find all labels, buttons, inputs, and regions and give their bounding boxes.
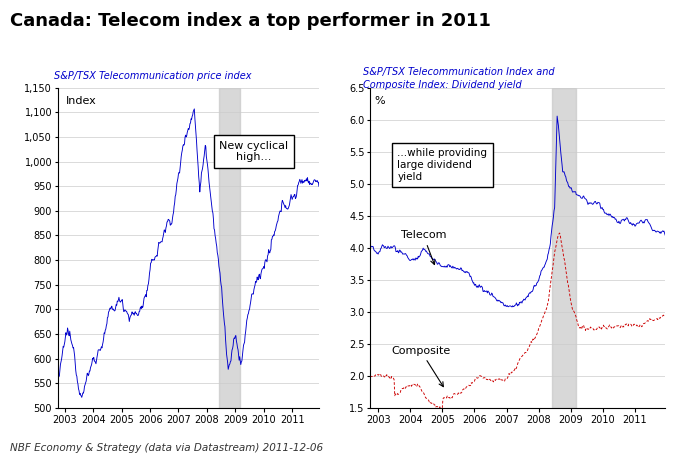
Text: S&P/TSX Telecommunication Index and
Composite Index: Dividend yield: S&P/TSX Telecommunication Index and Comp… — [363, 67, 555, 90]
Text: S&P/TSX Telecommunication price index: S&P/TSX Telecommunication price index — [54, 71, 252, 82]
Text: ...while providing
large dividend
yield: ...while providing large dividend yield — [397, 148, 488, 182]
Text: Canada: Telecom index a top performer in 2011: Canada: Telecom index a top performer in… — [10, 12, 491, 30]
Text: New cyclical
high...: New cyclical high... — [219, 141, 289, 162]
Text: Index: Index — [66, 95, 96, 106]
Text: %: % — [375, 95, 385, 106]
Text: Telecom: Telecom — [401, 230, 446, 265]
Text: NBF Economy & Strategy (data via Datastream) 2011-12-06: NBF Economy & Strategy (data via Datastr… — [10, 443, 323, 453]
Bar — [219, 88, 240, 408]
Bar — [552, 88, 576, 408]
Text: Composite: Composite — [391, 345, 450, 387]
